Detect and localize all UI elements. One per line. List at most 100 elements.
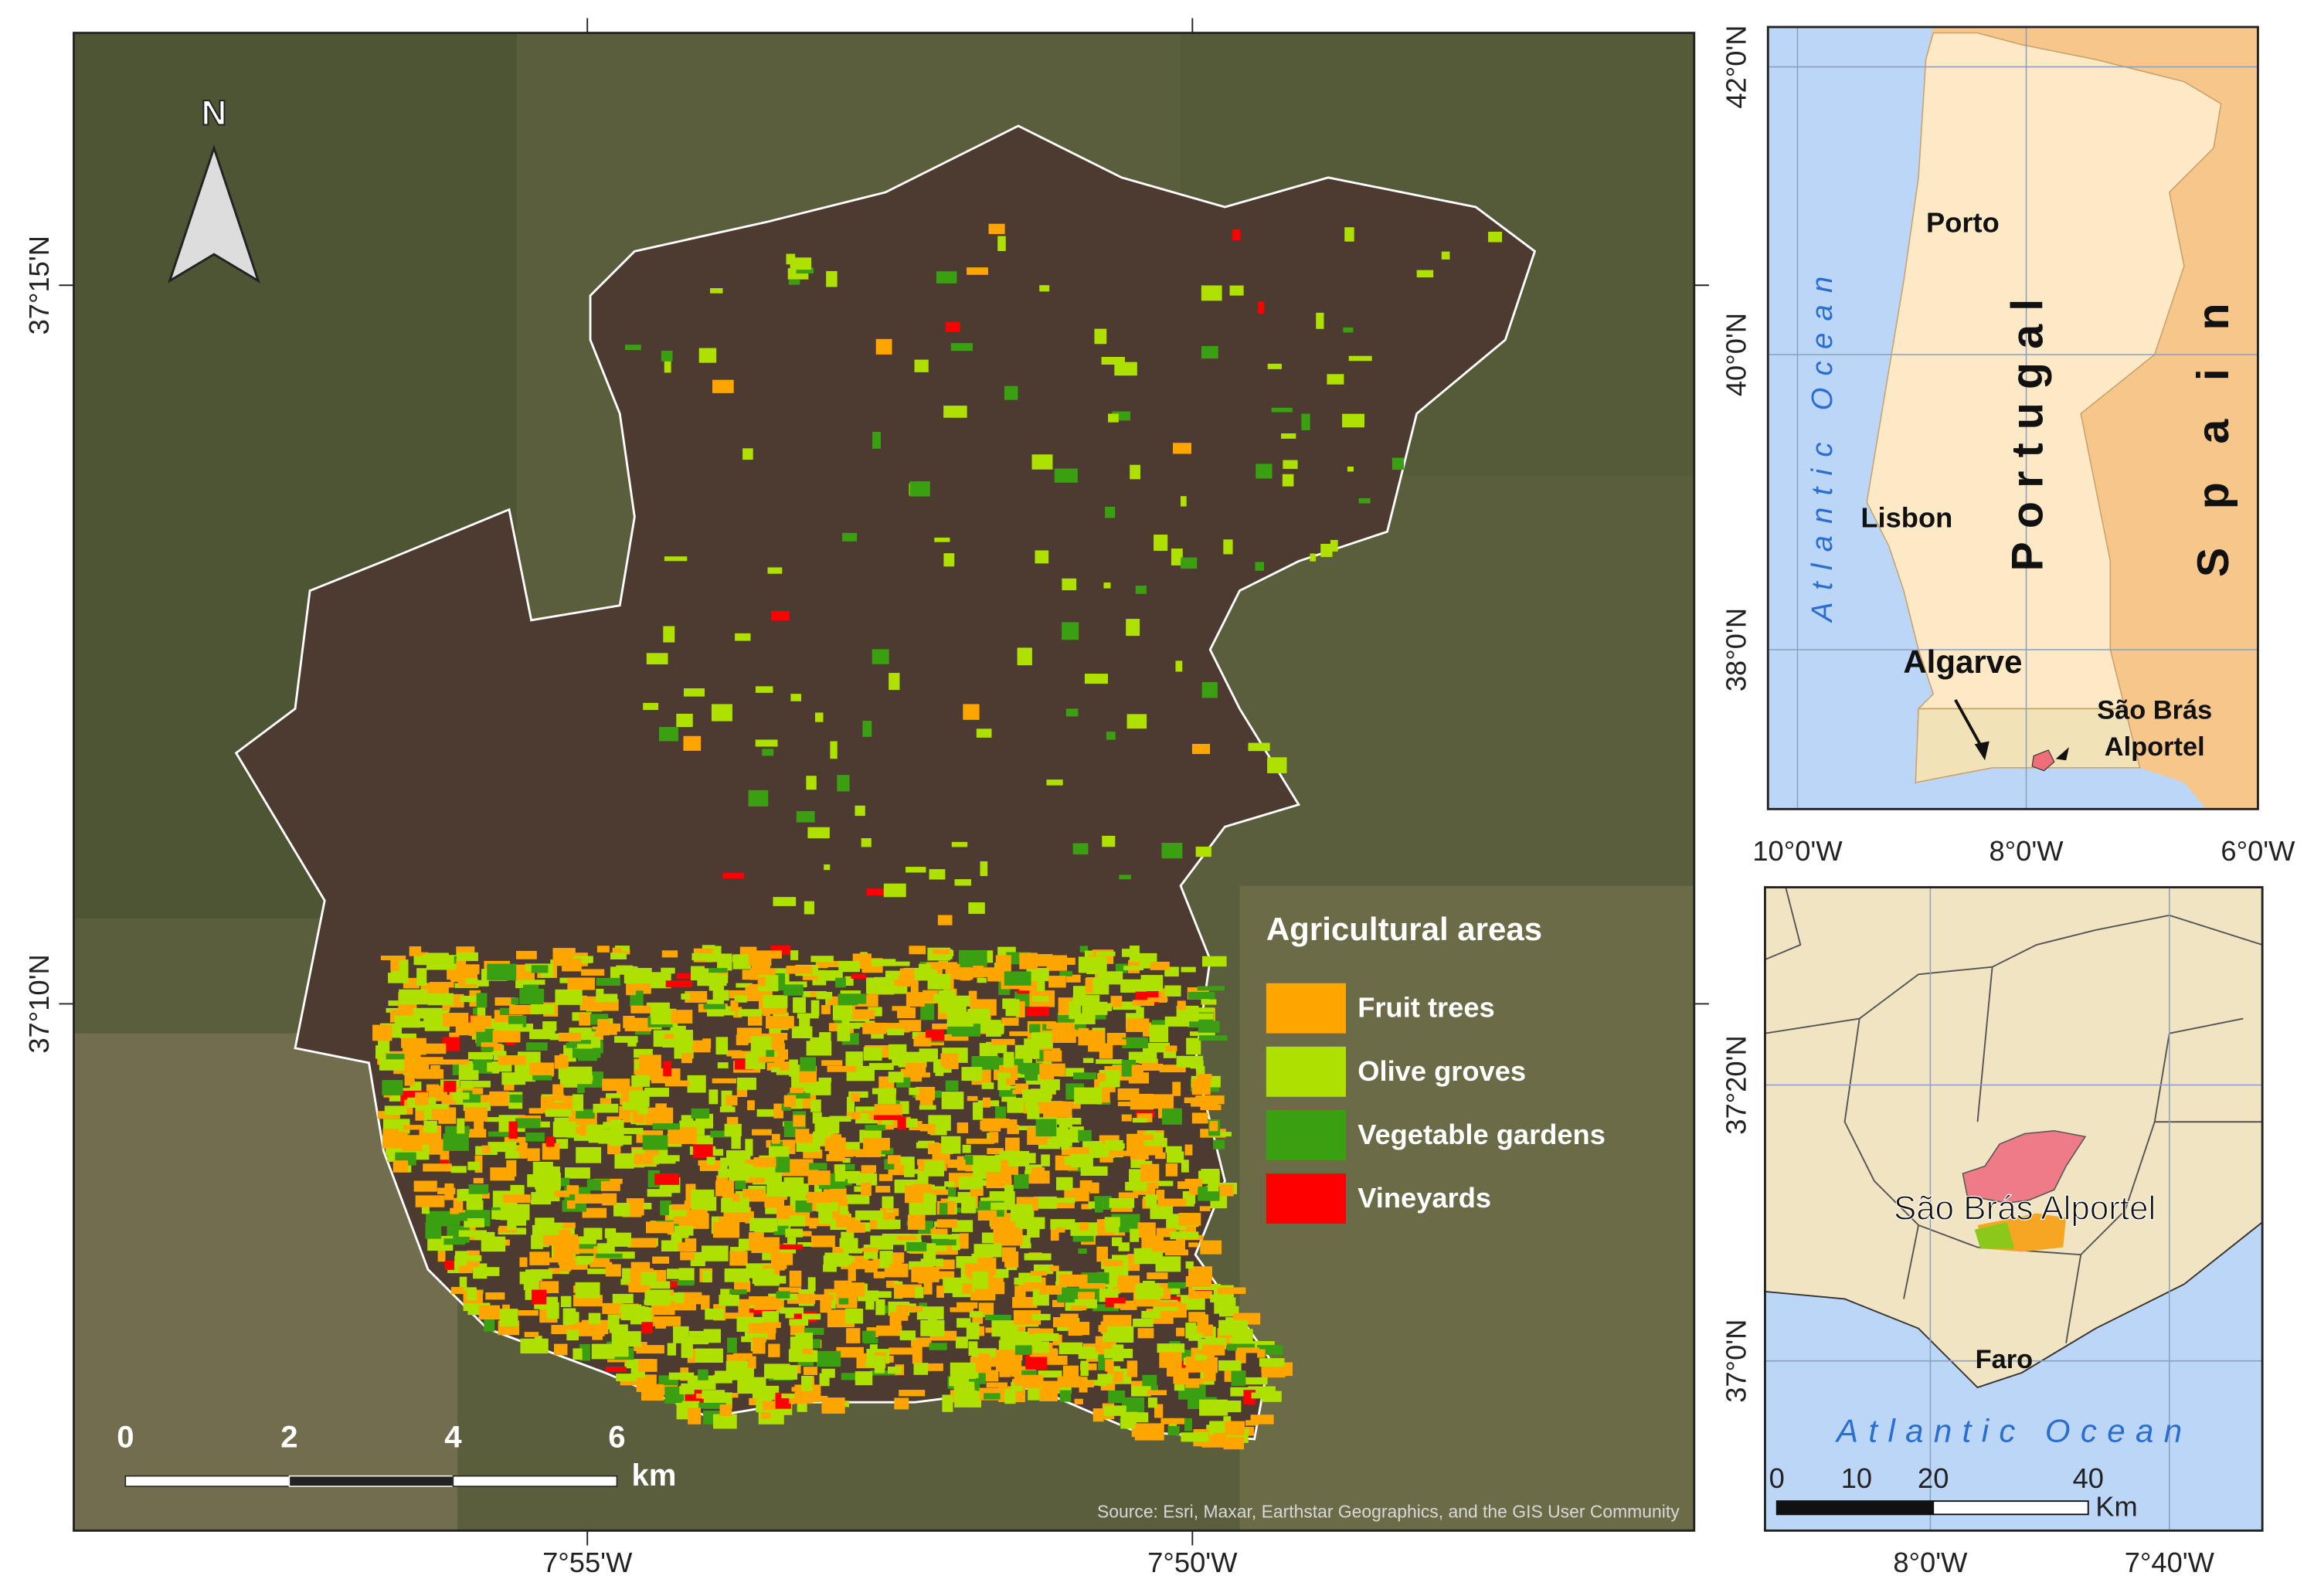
agricultural-patch (783, 984, 804, 996)
agricultural-patch (460, 995, 479, 1003)
agricultural-patch (892, 1006, 910, 1011)
agricultural-patch (546, 1302, 559, 1319)
agricultural-patch (1201, 345, 1218, 359)
agricultural-patch (958, 949, 987, 968)
agricultural-patch (691, 1189, 715, 1204)
agricultural-patch (643, 702, 659, 710)
agricultural-patch (1009, 1031, 1031, 1037)
agricultural-patch (838, 994, 858, 1006)
agricultural-patch (770, 1067, 780, 1073)
agricultural-patch (841, 1373, 865, 1380)
agricultural-patch (667, 1343, 677, 1356)
pointer-arrow-head (2055, 747, 2069, 761)
agricultural-patch (1061, 1134, 1070, 1150)
agricultural-patch (778, 1287, 801, 1293)
agricultural-patch (1147, 1094, 1174, 1109)
agricultural-patch (862, 1291, 892, 1298)
agricultural-patch (1208, 1176, 1219, 1192)
agricultural-patch (748, 1323, 767, 1333)
agricultural-patch (753, 1337, 766, 1354)
agricultural-patch (982, 1097, 991, 1108)
agricultural-patch (776, 1291, 790, 1299)
agricultural-patch (871, 1032, 884, 1039)
agricultural-patch (842, 1158, 851, 1163)
agricultural-patch (932, 949, 950, 955)
agricultural-patch (1130, 1228, 1140, 1242)
agricultural-patch (409, 946, 422, 956)
agricultural-patch (587, 1268, 612, 1275)
agricultural-patch (1005, 999, 1020, 1017)
agricultural-patch (1130, 464, 1140, 480)
agricultural-patch (999, 1088, 1017, 1097)
agricultural-patch (790, 257, 812, 270)
agricultural-patch (641, 1384, 664, 1401)
country-label: Spain (2189, 265, 2238, 577)
agricultural-patch (1126, 619, 1140, 637)
agricultural-patch (963, 1156, 974, 1165)
agricultural-patch (991, 1038, 1015, 1045)
agricultural-patch (1108, 413, 1119, 423)
agricultural-patch (420, 1104, 448, 1109)
agricultural-patch (386, 1148, 403, 1156)
agricultural-patch (518, 1309, 539, 1316)
agricultural-patch (558, 1254, 574, 1265)
agricultural-patch (581, 956, 593, 963)
agricultural-patch (403, 1041, 421, 1059)
agricultural-patch (977, 977, 987, 983)
agricultural-patch (525, 1269, 552, 1279)
agricultural-patch (799, 1017, 810, 1028)
agricultural-patch (1108, 1390, 1126, 1404)
agricultural-patch (1301, 413, 1310, 430)
agricultural-patch (652, 1123, 680, 1130)
agricultural-patch (1045, 1089, 1056, 1095)
agricultural-patch (1267, 757, 1287, 773)
agricultural-patch (492, 1030, 521, 1043)
agricultural-patch (779, 1307, 804, 1314)
agricultural-patch (802, 1346, 813, 1354)
agricultural-patch (698, 1402, 726, 1409)
city-label: Lisbon (1860, 502, 1952, 534)
agricultural-patch (429, 982, 454, 988)
legend-label: Vegetable gardens (1357, 1119, 1606, 1150)
agricultural-patch (399, 1033, 416, 1039)
agricultural-patch (844, 1142, 860, 1150)
agricultural-patch (664, 1080, 690, 1087)
agricultural-patch (909, 1087, 919, 1095)
agricultural-patch (845, 1051, 863, 1069)
agricultural-patch (905, 1062, 926, 1075)
agricultural-patch (587, 1155, 599, 1163)
agricultural-patch (1078, 1129, 1092, 1142)
agricultural-patch (976, 728, 992, 738)
agricultural-patch (897, 1118, 918, 1128)
agricultural-patch (1074, 1398, 1083, 1405)
agricultural-patch (470, 1095, 493, 1102)
agricultural-patch (1109, 1150, 1138, 1156)
scale-unit: Km (2095, 1490, 2137, 1522)
agricultural-patch (734, 995, 747, 1003)
agricultural-patch (660, 1200, 671, 1216)
agricultural-patch (624, 1017, 652, 1031)
agricultural-patch (911, 1337, 932, 1347)
agricultural-patch (1186, 1037, 1201, 1055)
agricultural-patch (1227, 1343, 1255, 1351)
agricultural-patch (826, 1154, 845, 1162)
agricultural-patch (795, 1200, 813, 1213)
agricultural-patch (731, 1373, 743, 1380)
agricultural-patch (977, 1210, 997, 1221)
agricultural-patch (991, 1202, 1012, 1211)
agricultural-patch (1001, 1017, 1019, 1026)
agricultural-patch (444, 1183, 454, 1200)
agricultural-patch (671, 1280, 695, 1286)
agricultural-patch (957, 1318, 971, 1328)
agricultural-patch (1050, 1228, 1059, 1241)
agricultural-patch (575, 1194, 605, 1204)
y-tick-label: 37°20'N (1721, 1035, 1752, 1134)
agricultural-patch (1144, 1182, 1159, 1189)
agricultural-patch (868, 1063, 894, 1071)
agricultural-patch (498, 1055, 526, 1065)
agricultural-patch (1014, 1277, 1024, 1285)
agricultural-patch (1232, 229, 1241, 241)
agricultural-patch (644, 1088, 670, 1097)
agricultural-patch (732, 954, 752, 969)
agricultural-patch (382, 1129, 399, 1136)
